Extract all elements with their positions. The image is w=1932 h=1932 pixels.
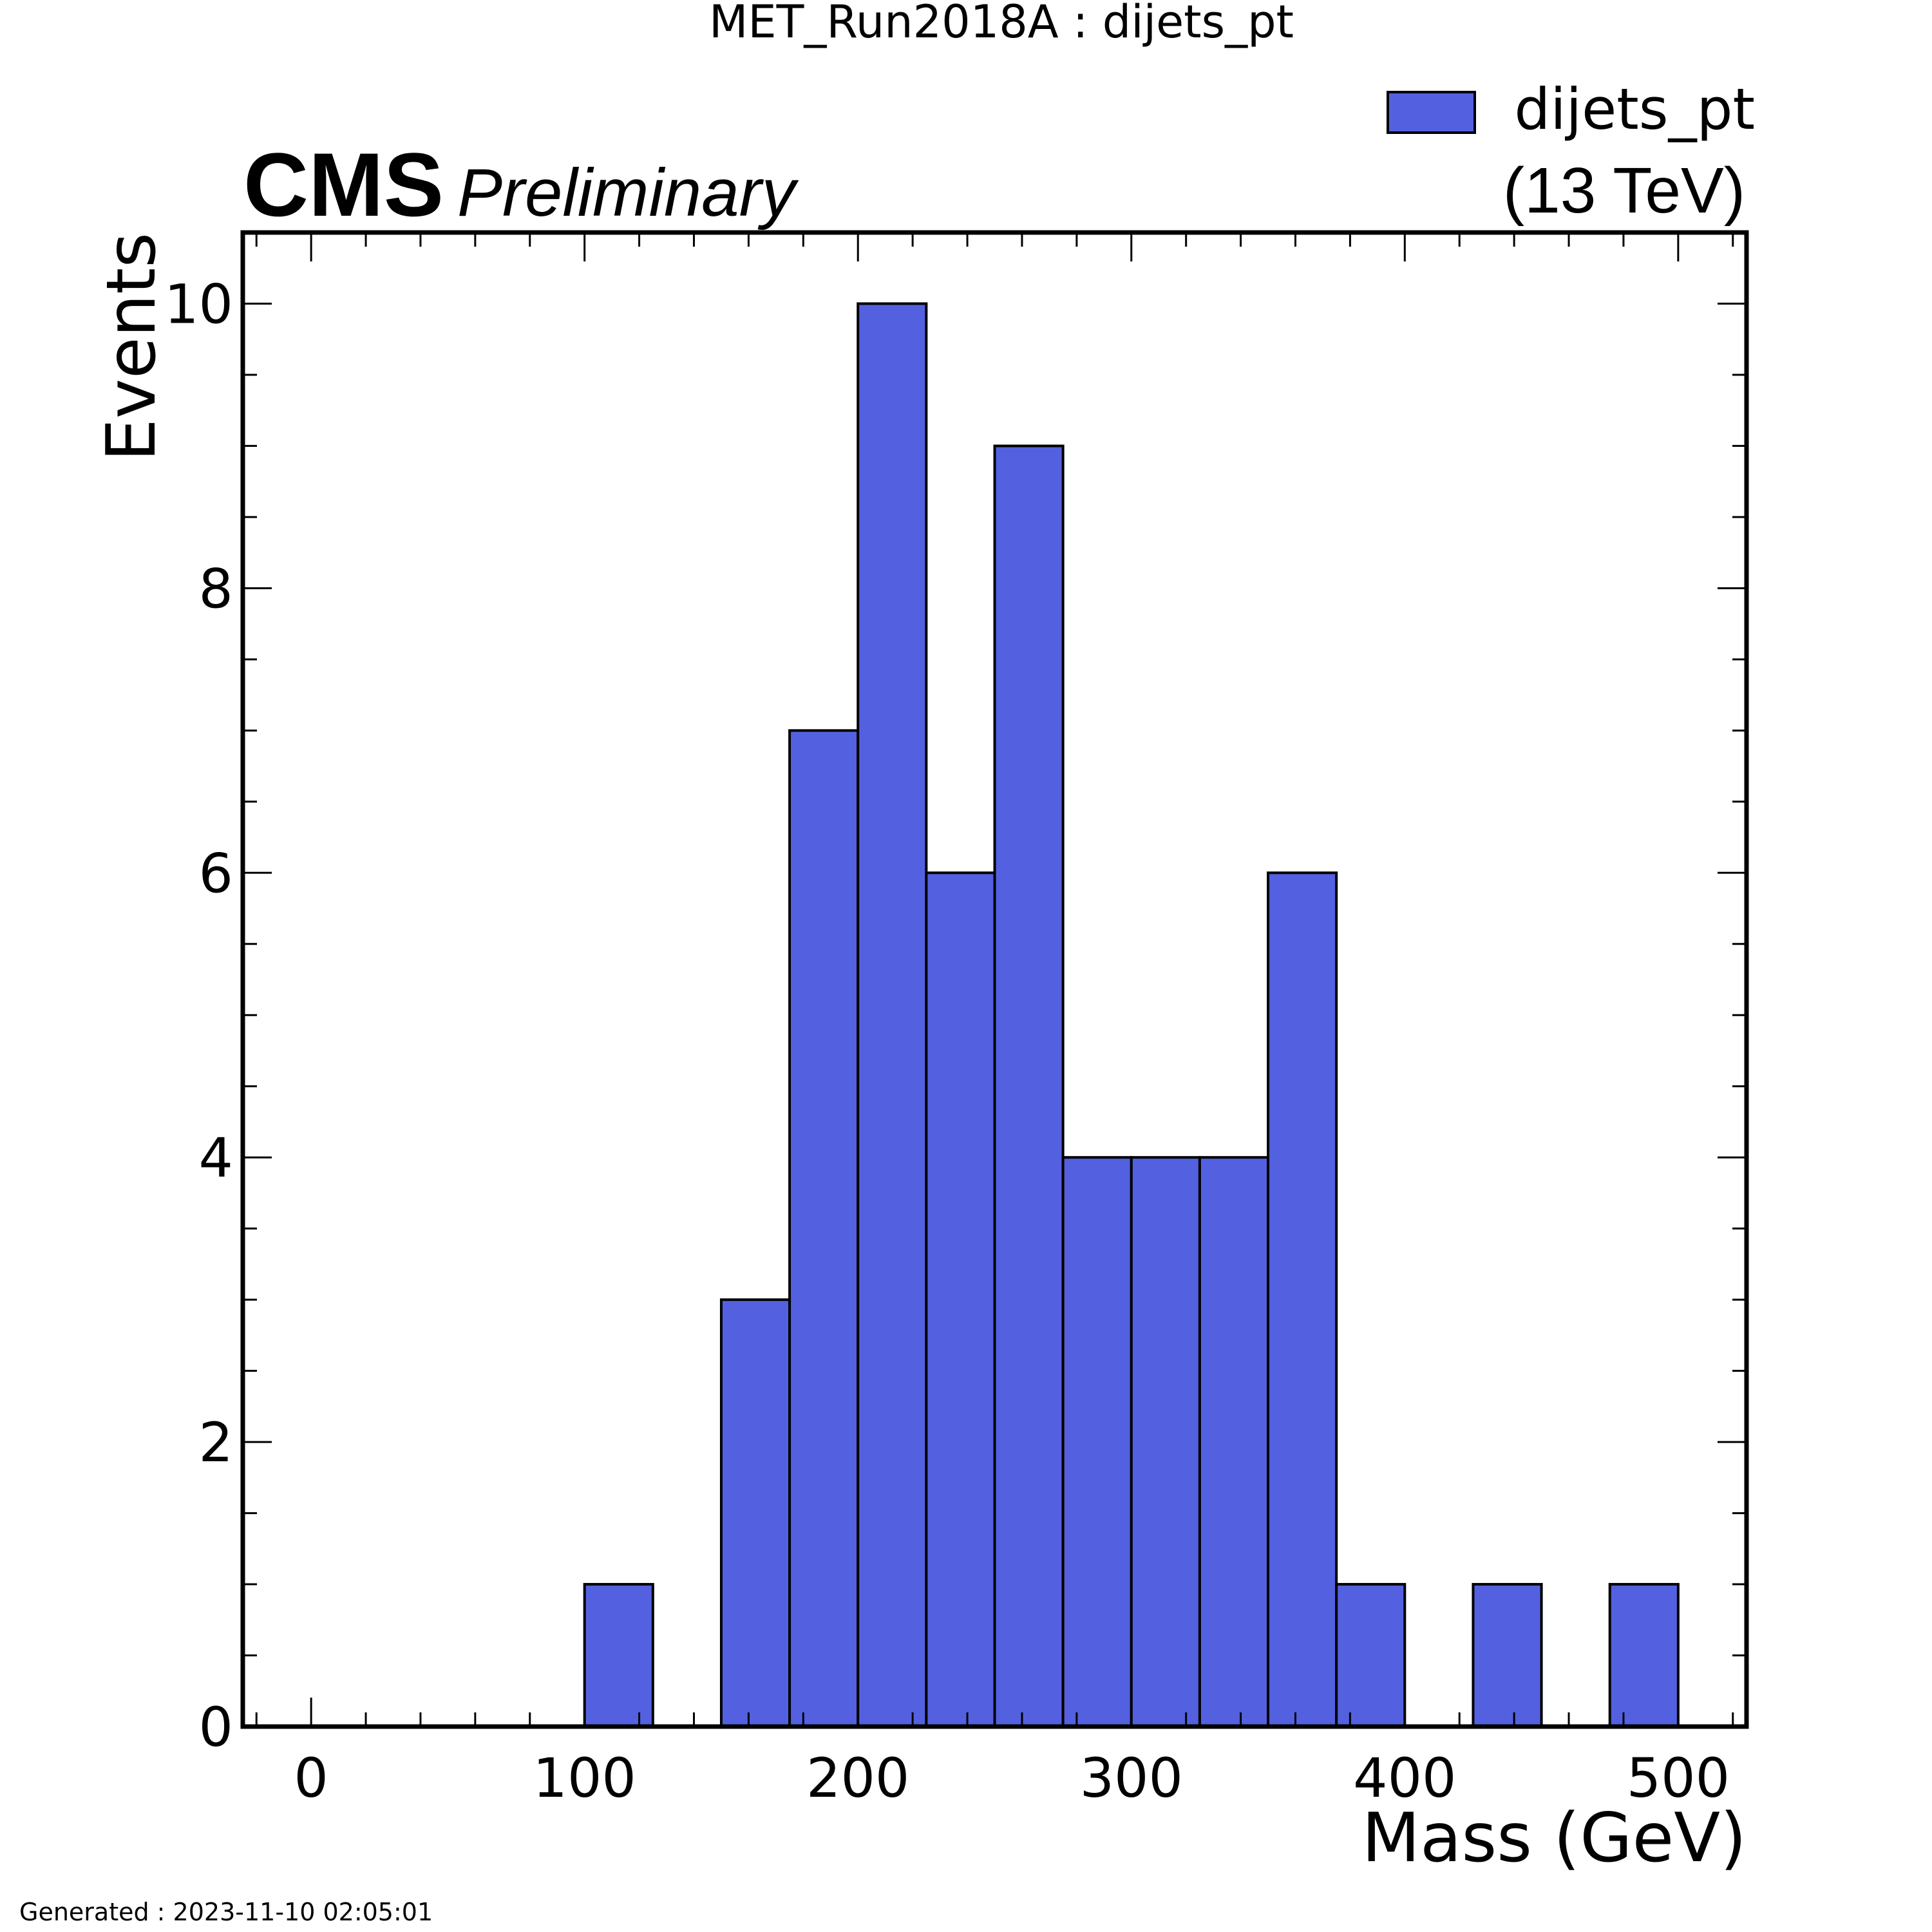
histogram-bar xyxy=(788,729,860,1728)
x-tick-label: 100 xyxy=(533,1747,636,1810)
preliminary-label: Preliminary xyxy=(457,155,799,231)
histogram-bar xyxy=(1130,1156,1201,1728)
histogram-bar xyxy=(1198,1156,1270,1728)
histogram-bar xyxy=(719,1298,791,1728)
histogram-bar xyxy=(1472,1583,1543,1728)
legend: dijets_pt xyxy=(1387,76,1755,142)
y-axis-label: Events xyxy=(92,232,171,462)
histogram-bar xyxy=(925,871,996,1728)
x-tick-label: 200 xyxy=(806,1747,909,1810)
y-tick-label: 8 xyxy=(199,557,233,620)
figure-title: MET_Run2018A : dijets_pt xyxy=(709,0,1294,48)
y-tick-label: 4 xyxy=(199,1126,233,1189)
histogram-bar xyxy=(583,1583,654,1728)
histogram-bar xyxy=(1061,1156,1133,1728)
y-tick-label: 10 xyxy=(164,272,233,336)
footer-timestamp: Generated : 2023-11-10 02:05:01 xyxy=(19,1898,433,1926)
legend-swatch xyxy=(1387,91,1476,134)
axis-ticks xyxy=(243,231,1747,1728)
histogram-bar xyxy=(1608,1583,1680,1728)
x-tick-label: 0 xyxy=(294,1747,328,1810)
y-tick-label: 6 xyxy=(199,842,233,905)
y-tick-label: 2 xyxy=(199,1411,233,1474)
histogram-bar xyxy=(993,444,1065,1728)
x-tick-label: 500 xyxy=(1627,1747,1730,1810)
cms-label: CMS xyxy=(243,134,444,235)
legend-label: dijets_pt xyxy=(1514,76,1755,142)
x-axis-label: Mass (GeV) xyxy=(1362,1799,1747,1877)
plot-frame xyxy=(240,230,1749,1729)
tick-labels: 0 100 200 300 400 500 0 2 4 6 8 10 xyxy=(164,272,1730,1810)
x-tick-label: 300 xyxy=(1080,1747,1183,1810)
x-tick-label: 400 xyxy=(1353,1747,1456,1810)
histogram-bar xyxy=(1267,871,1338,1728)
energy-label: (13 TeV) xyxy=(1503,155,1745,227)
y-tick-label: 0 xyxy=(199,1696,233,1759)
histogram-bar xyxy=(857,302,928,1728)
histogram-bar xyxy=(1335,1583,1406,1728)
histogram-bars xyxy=(583,302,1680,1728)
